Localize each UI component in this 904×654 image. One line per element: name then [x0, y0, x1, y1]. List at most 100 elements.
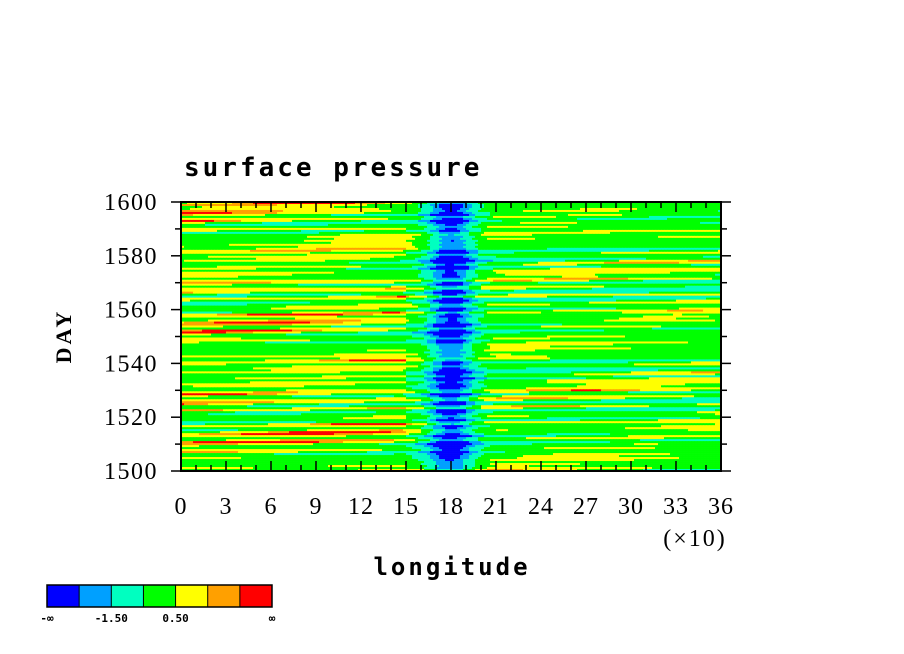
heatmap-cell: [514, 211, 518, 215]
heatmap-cell: [490, 245, 494, 249]
heatmap-cell: [361, 245, 365, 249]
heatmap-cell: [406, 235, 410, 239]
heatmap-cell: [193, 237, 197, 241]
heatmap-cell: [262, 247, 266, 251]
heatmap-cell: [454, 229, 458, 233]
heatmap-cell: [472, 245, 476, 249]
heatmap-cell: [571, 221, 575, 225]
heatmap-cell: [559, 217, 563, 221]
heatmap-cell: [499, 239, 503, 243]
heatmap-cell: [436, 247, 440, 251]
heatmap-cell: [625, 237, 629, 241]
heatmap-cell: [691, 205, 695, 209]
heatmap-cell: [673, 207, 677, 211]
heatmap-cell: [325, 202, 329, 205]
heatmap-cell: [379, 205, 383, 209]
heatmap-cell: [637, 209, 641, 213]
heatmap-cell: [667, 233, 671, 237]
heatmap-cell: [655, 219, 659, 223]
heatmap-cell: [340, 221, 344, 225]
heatmap-cell: [466, 243, 470, 247]
heatmap-cell: [391, 245, 395, 249]
heatmap-cell: [583, 213, 587, 217]
heatmap-cell: [283, 251, 287, 255]
heatmap-cell: [244, 231, 248, 235]
heatmap-cell: [346, 207, 350, 211]
heatmap-cell: [484, 227, 488, 231]
heatmap-cell: [691, 213, 695, 217]
heatmap-cell: [652, 211, 656, 215]
heatmap-cell: [544, 237, 548, 241]
heatmap-cell: [232, 247, 236, 251]
heatmap-cell: [556, 243, 560, 247]
heatmap-cell: [466, 253, 470, 257]
heatmap-cell: [256, 251, 260, 255]
heatmap-cell: [454, 221, 458, 225]
heatmap-cell: [259, 213, 263, 217]
heatmap-cell: [352, 225, 356, 229]
heatmap-cell: [547, 235, 551, 239]
heatmap-cell: [232, 243, 236, 247]
heatmap-cell: [316, 225, 320, 229]
heatmap-cell: [262, 207, 266, 211]
heatmap-cell: [460, 231, 464, 235]
heatmap-cell: [388, 207, 392, 211]
heatmap-cell: [385, 247, 389, 251]
heatmap-cell: [604, 225, 608, 229]
heatmap-cell: [679, 253, 683, 257]
heatmap-cell: [385, 233, 389, 237]
heatmap-cell: [412, 209, 416, 213]
heatmap-cell: [220, 215, 224, 219]
heatmap-cell: [616, 253, 620, 257]
heatmap-cell: [214, 225, 218, 229]
heatmap-cell: [328, 249, 332, 253]
heatmap-cell: [607, 227, 611, 231]
heatmap-cell: [400, 255, 404, 259]
heatmap-cell: [442, 213, 446, 217]
heatmap-cell: [280, 221, 284, 225]
heatmap-cell: [649, 209, 653, 213]
heatmap-cell: [343, 215, 347, 219]
heatmap-cell: [514, 235, 518, 239]
heatmap-cell: [619, 247, 623, 251]
heatmap-cell: [595, 245, 599, 249]
heatmap-cell: [313, 233, 317, 237]
heatmap-cell: [289, 235, 293, 239]
heatmap-cell: [700, 253, 704, 257]
heatmap-cell: [619, 251, 623, 255]
heatmap-cell: [691, 217, 695, 221]
heatmap-cell: [196, 205, 200, 209]
heatmap-cell: [391, 251, 395, 255]
heatmap-cell: [358, 227, 362, 231]
heatmap-cell: [418, 205, 422, 209]
heatmap-cell: [385, 241, 389, 245]
heatmap-cell: [415, 231, 419, 235]
heatmap-cell: [259, 215, 263, 219]
heatmap-cell: [694, 247, 698, 251]
heatmap-cell: [241, 203, 245, 207]
heatmap-cell: [490, 247, 494, 251]
heatmap-cell: [601, 247, 605, 251]
heatmap-cell: [487, 221, 491, 225]
heatmap-cell: [640, 237, 644, 241]
heatmap-cell: [613, 227, 617, 231]
heatmap-cell: [250, 205, 254, 209]
heatmap-cell: [184, 213, 188, 217]
heatmap-cell: [610, 233, 614, 237]
heatmap-cell: [553, 235, 557, 239]
heatmap-cell: [334, 237, 338, 241]
heatmap-cell: [523, 213, 527, 217]
heatmap-cell: [670, 253, 674, 257]
heatmap-cell: [409, 229, 413, 233]
heatmap-cell: [526, 249, 530, 253]
heatmap-cell: [538, 207, 542, 211]
heatmap-cell: [247, 223, 251, 227]
heatmap-cell: [319, 213, 323, 217]
heatmap-cell: [511, 251, 515, 255]
heatmap-cell: [505, 223, 509, 227]
heatmap-cell: [559, 223, 563, 227]
heatmap-cell: [397, 202, 401, 205]
heatmap-cell: [487, 225, 491, 229]
heatmap-cell: [574, 219, 578, 223]
heatmap-cell: [445, 217, 449, 221]
